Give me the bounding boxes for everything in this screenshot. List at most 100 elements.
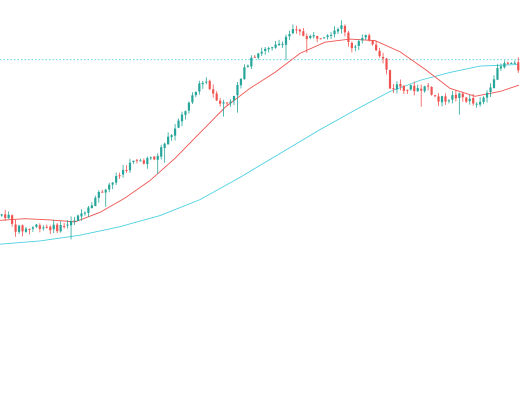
candle-body-up — [312, 35, 315, 37]
candle-body-down — [4, 214, 7, 218]
candle-body-down — [215, 93, 218, 101]
candle-body-up — [59, 225, 62, 232]
candle-body-down — [11, 215, 14, 224]
candle-body-down — [298, 29, 301, 32]
candle-body-up — [115, 175, 118, 183]
candle-body-up — [323, 37, 326, 39]
candle-body-up — [205, 81, 208, 83]
candle-body-up — [76, 215, 80, 221]
candle-body-up — [52, 224, 55, 230]
candle-body-up — [66, 224, 69, 226]
candle-body-down — [420, 88, 423, 91]
candle-body-up — [180, 114, 184, 122]
candle-body-down — [118, 175, 121, 177]
candle-body-up — [291, 29, 295, 34]
candle-body-down — [388, 70, 392, 89]
candle-body-up — [7, 214, 10, 219]
candle-body-down — [253, 56, 256, 58]
candle-body-down — [368, 35, 371, 41]
candle-body-down — [56, 224, 59, 232]
candle-body-up — [229, 101, 232, 104]
candle-body-down — [454, 94, 457, 99]
candle-body-up — [104, 189, 107, 193]
candle-body-up — [482, 97, 485, 103]
candle-body-down — [153, 156, 156, 160]
candle-body-up — [423, 86, 426, 92]
candle-body-up — [173, 128, 177, 136]
candle-body-up — [513, 62, 516, 64]
candle-body-up — [284, 36, 288, 45]
candle-body-up — [191, 95, 194, 103]
candle-body-down — [437, 96, 440, 102]
candle-body-up — [121, 169, 125, 175]
candle-body-down — [38, 225, 41, 229]
candle-body-down — [225, 102, 229, 104]
candle-body-up — [333, 30, 336, 35]
candle-body-down — [219, 100, 222, 104]
candle-body-down — [316, 35, 319, 39]
candle-body-up — [277, 43, 281, 46]
candle-body-up — [440, 96, 444, 103]
candle-body-up — [128, 162, 132, 171]
candle-body-down — [472, 98, 475, 104]
candle-body-down — [347, 32, 350, 43]
candle-body-down — [517, 62, 520, 71]
candle-body-up — [395, 84, 399, 90]
candle-body-up — [160, 147, 163, 157]
candle-body-up — [250, 57, 253, 67]
candle-body-up — [31, 227, 35, 229]
candle-body-up — [94, 197, 97, 207]
candle-body-up — [83, 212, 87, 214]
candle-body-up — [499, 66, 503, 69]
candle-body-up — [111, 182, 114, 185]
candle-body-up — [246, 65, 249, 67]
candle-body-up — [69, 220, 73, 226]
candle-body-up — [510, 62, 513, 64]
candle-body-up — [108, 184, 111, 190]
candle-body-up — [468, 98, 471, 102]
candle-body-up — [35, 224, 38, 227]
candle-body-down — [378, 50, 381, 57]
candle-body-up — [475, 103, 478, 105]
candle-body-up — [485, 92, 489, 98]
candle-body-down — [125, 170, 128, 172]
candle-body-up — [42, 227, 45, 229]
candle-body-up — [281, 43, 284, 45]
candle-body-down — [392, 88, 395, 90]
candle-body-up — [243, 67, 246, 80]
candle-body-down — [350, 42, 353, 49]
candle-body-down — [208, 80, 211, 89]
candle-body-up — [163, 143, 166, 148]
candle-body-down — [430, 86, 433, 95]
candlestick-layer — [0, 20, 520, 240]
candle-body-down — [381, 56, 385, 59]
candle-body-up — [73, 220, 76, 222]
candle-body-up — [364, 35, 367, 38]
candle-body-up — [184, 111, 187, 115]
candle-body-down — [305, 36, 308, 39]
candle-body-down — [135, 159, 139, 161]
candle-body-down — [45, 226, 48, 228]
candle-body-up — [409, 85, 412, 90]
candle-body-up — [354, 46, 357, 48]
candle-body-down — [465, 97, 468, 102]
candle-body-up — [489, 87, 492, 92]
candle-body-down — [413, 85, 416, 92]
candle-body-up — [201, 82, 204, 85]
candle-body-down — [319, 38, 322, 40]
candle-body-down — [142, 160, 145, 164]
candle-body-up — [416, 88, 419, 92]
candle-body-up — [492, 79, 496, 89]
candle-body-up — [232, 95, 236, 101]
candle-body-down — [399, 83, 402, 87]
candle-body-up — [177, 120, 180, 128]
candle-body-up — [97, 191, 100, 198]
candle-body-up — [24, 228, 28, 232]
candle-body-up — [496, 68, 499, 80]
candle-body-up — [132, 160, 135, 162]
candle-body-down — [402, 85, 405, 91]
candle-body-up — [198, 83, 201, 92]
candle-body-down — [343, 25, 347, 33]
